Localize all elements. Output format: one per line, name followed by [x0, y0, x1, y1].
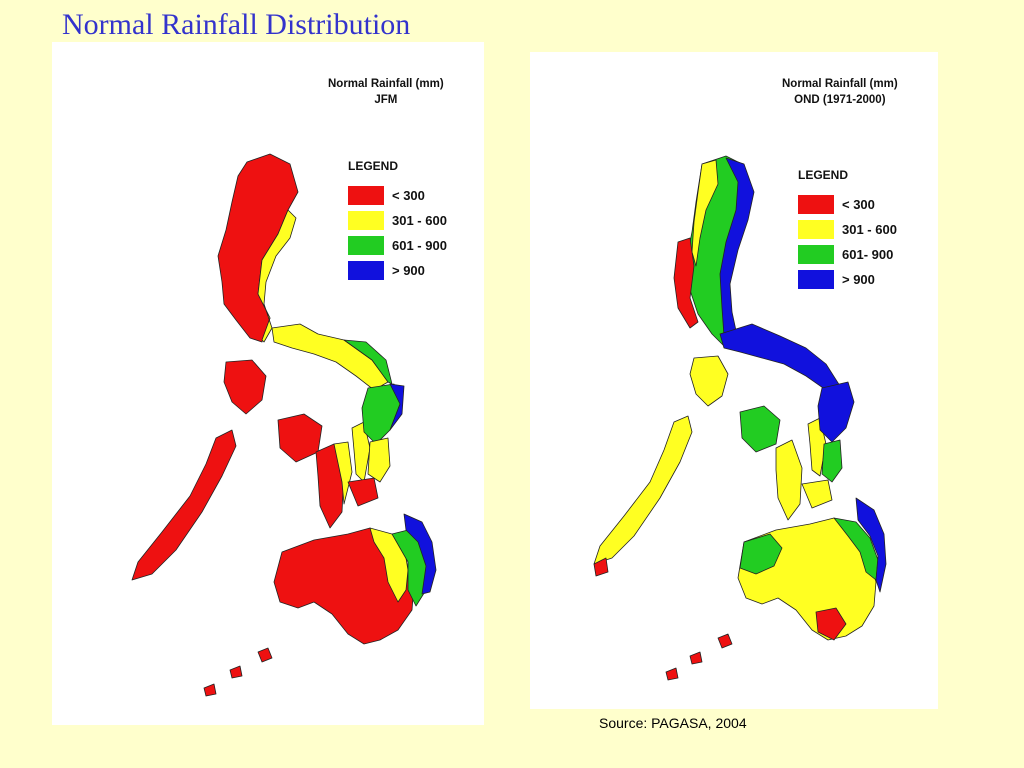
legend-item: < 300 [798, 192, 897, 217]
legend-swatch-yellow [798, 220, 834, 239]
legend-label: 301 - 600 [392, 213, 447, 228]
map-title-period: JFM [374, 94, 398, 106]
legend-swatch-green [798, 245, 834, 264]
legend-ond: LEGEND < 300 301 - 600 601- 900 > 900 [798, 168, 897, 292]
legend-item: 301 - 600 [798, 217, 897, 242]
philippines-rainfall-map-ond [593, 155, 887, 681]
legend-swatch-yellow [348, 211, 384, 230]
legend-label: 301 - 600 [842, 222, 897, 237]
philippines-rainfall-map-jfm [131, 153, 437, 697]
map-title-period: OND (1971-2000) [794, 94, 886, 106]
legend-heading: LEGEND [348, 159, 399, 173]
legend-label: > 900 [842, 272, 875, 287]
legend-item: > 900 [348, 258, 447, 283]
map-title-line1: Normal Rainfall (mm) [782, 78, 898, 90]
legend-label: > 900 [392, 263, 425, 278]
legend-item: 301 - 600 [348, 208, 447, 233]
map-title-ond: Normal Rainfall (mm) OND (1971-2000) [782, 76, 898, 108]
legend-label: 601- 900 [842, 247, 894, 262]
legend-swatch-green [348, 236, 384, 255]
map-title-jfm: Normal Rainfall (mm) JFM [328, 76, 444, 108]
legend-item: > 900 [798, 267, 897, 292]
legend-swatch-red [348, 186, 384, 205]
map-panel-jfm: Normal Rainfall (mm) JFM LEGEND < 300 30… [52, 42, 484, 725]
source-citation: Source: PAGASA, 2004 [599, 715, 747, 731]
map-title-line1: Normal Rainfall (mm) [328, 78, 444, 90]
legend-label: < 300 [392, 188, 425, 203]
legend-swatch-red [798, 195, 834, 214]
map-panel-ond: Normal Rainfall (mm) OND (1971-2000) LEG… [530, 52, 938, 709]
legend-swatch-blue [348, 261, 384, 280]
legend-jfm: LEGEND < 300 301 - 600 601 - 900 > 900 [348, 159, 447, 283]
legend-item: < 300 [348, 183, 447, 208]
legend-label: 601 - 900 [392, 238, 447, 253]
legend-item: 601 - 900 [348, 233, 447, 258]
legend-item: 601- 900 [798, 242, 897, 267]
legend-label: < 300 [842, 197, 875, 212]
slide-title: Normal Rainfall Distribution [62, 8, 411, 41]
legend-heading: LEGEND [798, 168, 849, 182]
legend-swatch-blue [798, 270, 834, 289]
